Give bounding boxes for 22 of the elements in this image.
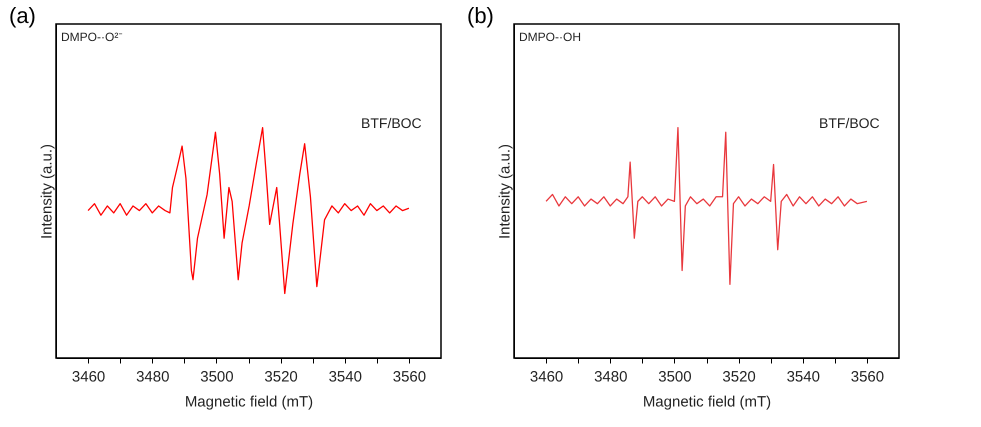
x-tick-label: 3500 [200,368,234,386]
x-tick-label: 3500 [658,368,692,386]
x-axis-title: Magnetic field (mT) [184,394,314,410]
text: BTF/BOC [819,115,880,131]
text: BTF/BOC [361,115,422,131]
x-tick-label: 3520 [264,368,298,386]
x-axis-title: Magnetic field (mT) [642,394,772,410]
chart-title: (a) [9,3,36,28]
chart-title: (b) [467,3,494,28]
x-tick-label: 3480 [136,368,170,386]
text: DMPO-·O²⁻ [61,30,122,44]
x-tick-label: 3560 [850,368,884,386]
y-axis-title: Intensity (a.u.) [496,144,514,240]
x-tick-label: 3560 [392,368,426,386]
x-tick-label: 3520 [722,368,756,386]
x-tick-label: 3540 [328,368,362,386]
y-axis-title: Intensity (a.u.) [38,144,56,240]
text: DMPO-·OH [519,30,581,44]
x-tick-label: 3460 [530,368,564,386]
x-tick-label: 3480 [594,368,628,386]
x-tick-label: 3540 [786,368,820,386]
x-tick-label: 3460 [72,368,106,386]
